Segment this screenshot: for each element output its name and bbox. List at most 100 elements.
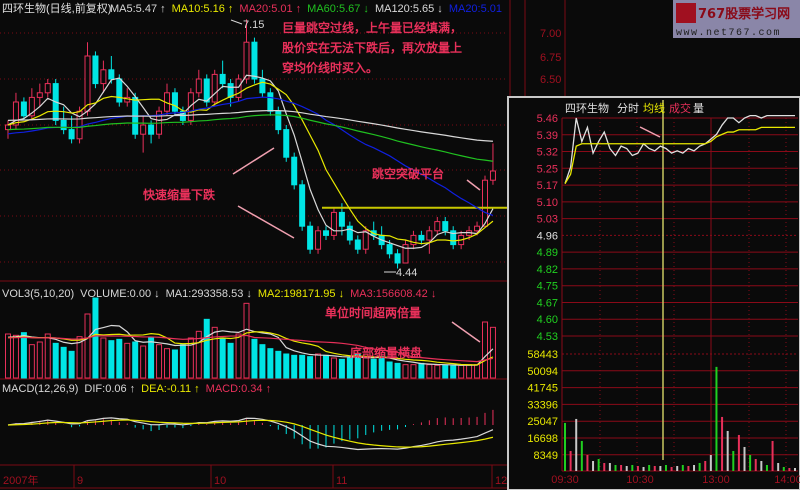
macd-legend: MACD(12,26,9) DIF:0.06 ↑ DEA:-0.11 ↑ MACD:0… xyxy=(2,383,271,395)
ma-legend: MA5:5.47 ↑ MA10:5.16 ↑ MA20:5.01 ↑ MA60:5.6… xyxy=(110,3,502,15)
volume-bar xyxy=(116,338,123,379)
ma120-line xyxy=(7,109,493,142)
candle xyxy=(267,88,274,116)
legend-item: MA10:5.16 ↑ xyxy=(172,3,234,15)
volume-bar xyxy=(251,338,258,379)
candle xyxy=(124,88,131,107)
low-price-label: 4.44 xyxy=(396,267,417,279)
price-line xyxy=(564,115,795,184)
intraday-volume-label: 33396 xyxy=(527,399,558,411)
ma60-line xyxy=(7,114,494,162)
candle xyxy=(243,19,250,84)
intraday-panel: 5.46 5.39 5.32 5.25 5.17 5.10 5.03 4.96 4.89 4.82… xyxy=(507,96,800,490)
legend-item: MA60:5.67 ↓ xyxy=(307,3,369,15)
intraday-vol-legend-2: 量 xyxy=(693,102,704,115)
candle xyxy=(219,60,226,89)
volume-bar xyxy=(434,364,441,379)
high-pointer-icon xyxy=(230,19,243,25)
volume-bar xyxy=(36,341,43,379)
candle xyxy=(195,69,202,98)
legend-item: MACD:0.34 ↑ xyxy=(206,383,271,395)
avg-price-line xyxy=(564,126,795,184)
intraday-grid xyxy=(561,117,798,472)
volume-bar xyxy=(28,344,35,379)
date-axis: 2007年 9 10 11 12 xyxy=(3,465,507,488)
volume-bar xyxy=(370,358,377,379)
intraday-lines xyxy=(564,100,795,460)
volume-bar xyxy=(330,357,337,379)
candle xyxy=(92,51,99,89)
volume-bar xyxy=(259,344,266,379)
candle xyxy=(402,240,409,264)
macd-bars xyxy=(7,409,494,451)
candle xyxy=(12,92,19,130)
annotation-arrows xyxy=(232,147,481,343)
legend-item: DEA:-0.11 ↑ xyxy=(141,383,200,395)
volume-bar xyxy=(235,333,242,379)
intraday-title: 四环生物 xyxy=(565,101,609,115)
candle xyxy=(187,88,194,125)
volume-bar xyxy=(20,332,27,379)
intraday-time-label: 14:00 xyxy=(774,474,800,486)
candle xyxy=(482,175,488,227)
legend-item: MACD(12,26,9) xyxy=(2,383,78,395)
volume-bar xyxy=(84,313,91,379)
intraday-volume-label: 58443 xyxy=(527,349,558,361)
dea-line xyxy=(7,419,494,448)
volume-legend: VOL3(5,10,20) VOLUME:0.00 ↓ MA1:293358.53 … xyxy=(2,288,436,300)
volume-bar xyxy=(164,348,170,379)
intraday-volume-label: 8349 xyxy=(534,450,558,462)
price-tick-label: 6.75 xyxy=(540,52,561,64)
ma10-line xyxy=(7,81,494,245)
intraday-price-label: 4.82 xyxy=(537,264,558,276)
intraday-price-label: 5.46 xyxy=(537,113,558,125)
vol-ma3-line xyxy=(7,334,494,363)
volume-bar xyxy=(44,333,51,379)
volume-bar xyxy=(243,302,250,379)
candle xyxy=(203,74,210,107)
candle xyxy=(235,74,242,102)
candlesticks xyxy=(5,19,514,269)
intraday-volume-label: 41745 xyxy=(527,383,558,395)
volume-bar xyxy=(394,362,401,379)
volume-bar xyxy=(315,353,322,379)
date-label: 9 xyxy=(77,475,83,487)
legend-item: VOLUME:0.00 ↓ xyxy=(80,288,159,300)
candle xyxy=(315,226,322,254)
candle xyxy=(291,152,298,190)
candle xyxy=(299,180,306,231)
intraday-avg-legend: 均线 xyxy=(643,101,665,115)
volume-bar xyxy=(482,321,488,379)
arrow-icon xyxy=(639,126,661,138)
intraday-volume-label: 50094 xyxy=(527,366,558,378)
candle xyxy=(362,226,369,254)
candle xyxy=(426,226,433,254)
candle xyxy=(410,230,417,250)
candle xyxy=(434,217,441,236)
candle xyxy=(140,115,147,153)
volume-bar xyxy=(418,362,425,379)
intraday-price-label: 4.67 xyxy=(537,297,558,309)
intraday-mode: 分时 xyxy=(617,102,639,115)
volume-bar xyxy=(283,353,290,379)
annotation-bottom-volume: 底部缩量横盘 xyxy=(350,345,422,360)
intraday-price-label: 5.25 xyxy=(537,163,558,175)
low-marker: 4.44 xyxy=(384,267,417,279)
candle xyxy=(44,79,51,98)
date-label: 11 xyxy=(336,475,347,487)
volume-bar xyxy=(12,334,19,379)
candle xyxy=(148,120,155,144)
candle xyxy=(489,143,496,185)
high-price-label: 7.15 xyxy=(243,19,264,31)
candle xyxy=(171,88,178,116)
date-label: 10 xyxy=(214,475,226,487)
candle xyxy=(418,230,425,245)
volume-bar xyxy=(219,337,226,379)
volume-bars xyxy=(5,297,496,379)
candle xyxy=(68,115,75,144)
candle xyxy=(108,56,115,84)
volume-bar xyxy=(426,364,433,379)
candle xyxy=(394,249,401,269)
